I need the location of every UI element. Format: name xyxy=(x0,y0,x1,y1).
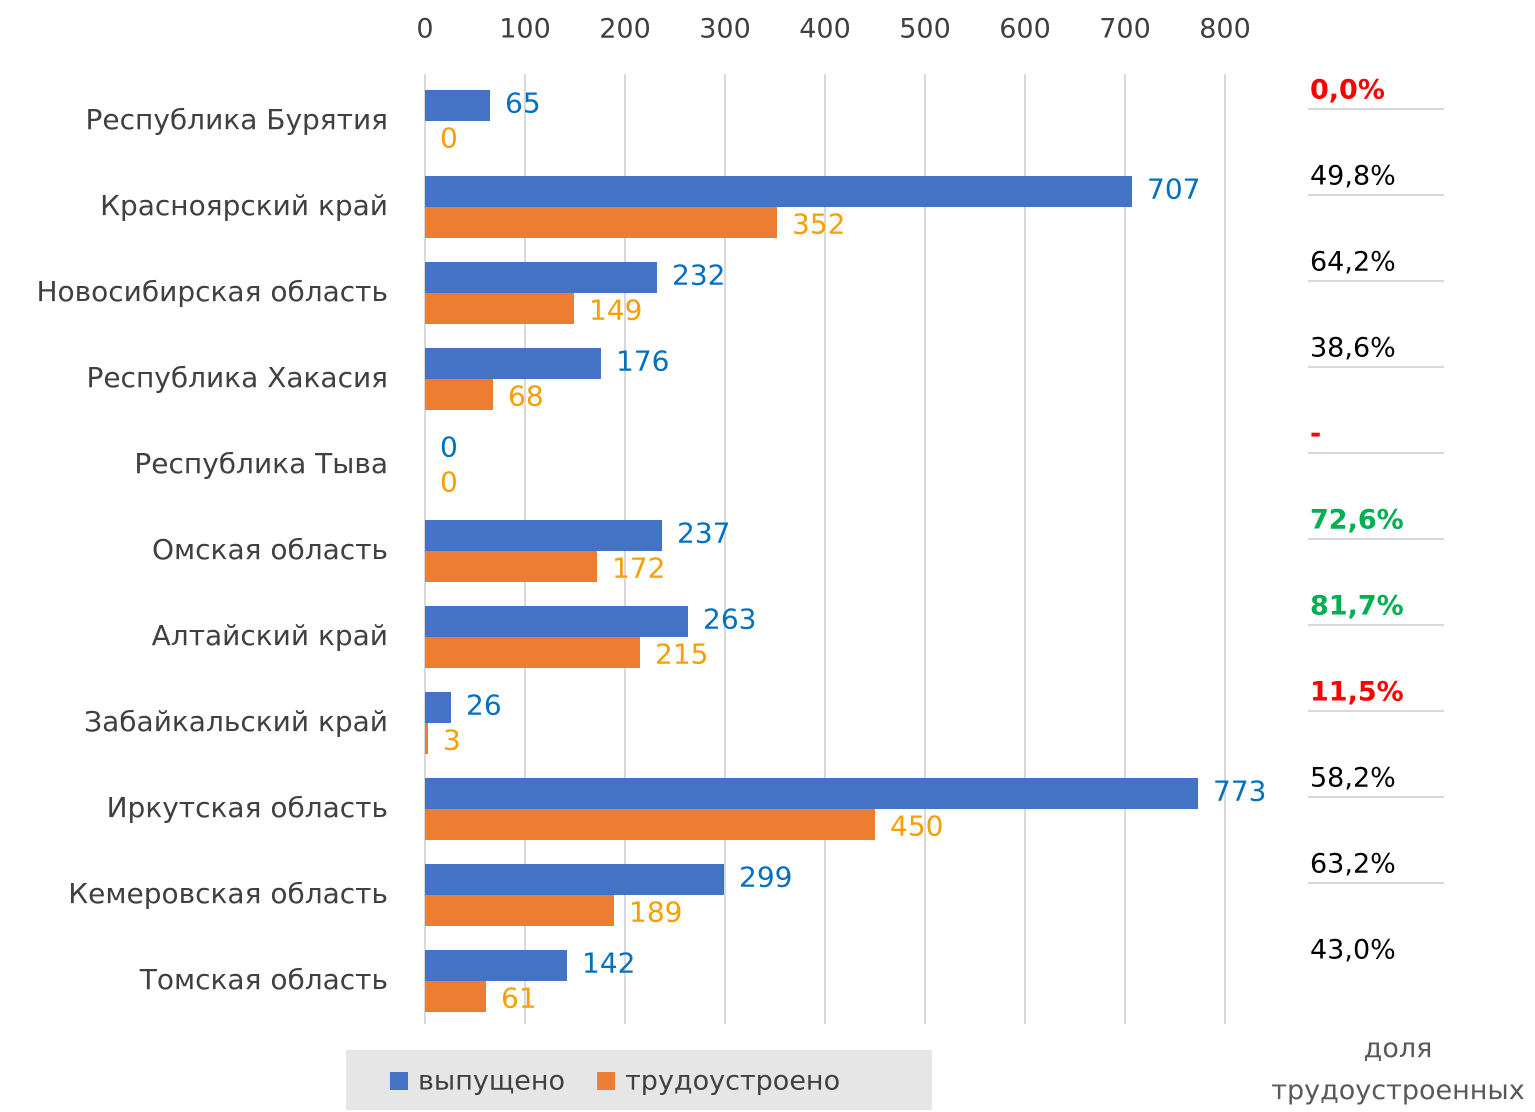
bar xyxy=(425,981,486,1012)
bar xyxy=(425,895,614,926)
y-tick-label: Иркутская область xyxy=(107,791,388,824)
x-tick-label: 500 xyxy=(899,14,951,45)
y-tick-label: Омская область xyxy=(152,533,388,566)
x-tick-label: 200 xyxy=(599,14,651,45)
bar xyxy=(425,379,493,410)
data-label: 68 xyxy=(508,380,544,413)
x-tick-label: 800 xyxy=(1199,14,1251,45)
bar xyxy=(425,950,567,981)
legend-swatch xyxy=(597,1072,616,1090)
share-label: 64,2% xyxy=(1310,247,1396,278)
bar xyxy=(425,692,451,723)
data-label: 0 xyxy=(440,431,458,464)
bar xyxy=(425,551,597,582)
data-label: 26 xyxy=(466,689,502,722)
share-label: 11,5% xyxy=(1310,677,1404,708)
legend-swatch xyxy=(390,1072,408,1090)
bar xyxy=(425,864,724,895)
data-label: 773 xyxy=(1213,775,1266,808)
data-label: 263 xyxy=(703,603,756,636)
bar xyxy=(425,809,875,840)
data-label: 149 xyxy=(589,294,642,327)
y-tick-label: Томская область xyxy=(139,963,388,996)
bar xyxy=(425,176,1132,207)
x-tick-label: 600 xyxy=(999,14,1051,45)
data-label: 299 xyxy=(739,861,792,894)
data-label: 142 xyxy=(582,947,635,980)
x-tick-label: 700 xyxy=(1099,14,1151,45)
data-label: 3 xyxy=(443,724,461,757)
y-tick-label: Республика Тыва xyxy=(134,447,388,480)
data-label: 237 xyxy=(677,517,730,550)
share-label: 58,2% xyxy=(1310,763,1396,794)
bar xyxy=(425,723,428,754)
y-tick-label: Республика Хакасия xyxy=(86,361,388,394)
data-label: 61 xyxy=(501,982,537,1015)
data-label: 176 xyxy=(616,345,669,378)
bar xyxy=(425,778,1198,809)
x-tick-label: 300 xyxy=(699,14,751,45)
share-label: 43,0% xyxy=(1310,935,1396,966)
y-tick-label: Алтайский край xyxy=(152,619,388,652)
share-title: доля трудоустроенных xyxy=(1271,1033,1525,1106)
y-tick-label: Красноярский край xyxy=(100,189,388,222)
share-label: 63,2% xyxy=(1310,849,1396,880)
data-label: 707 xyxy=(1147,173,1200,206)
data-label: 352 xyxy=(792,208,845,241)
y-tick-label: Забайкальский край xyxy=(84,705,388,738)
bar xyxy=(425,637,640,668)
share-label: 72,6% xyxy=(1310,505,1404,536)
bar xyxy=(425,90,490,121)
data-label: 215 xyxy=(655,638,708,671)
bar xyxy=(425,207,777,238)
data-label: 0 xyxy=(440,466,458,499)
share-label: 81,7% xyxy=(1310,591,1404,622)
x-tick-label: 100 xyxy=(499,14,551,45)
share-label: 49,8% xyxy=(1310,161,1396,192)
bar xyxy=(425,262,657,293)
x-tick-label: 0 xyxy=(416,14,433,45)
legend-label: трудоустроено xyxy=(625,1066,840,1097)
data-label: 232 xyxy=(672,259,725,292)
legend-box xyxy=(346,1050,932,1110)
share-label: 38,6% xyxy=(1310,333,1396,364)
legend-label: выпущено xyxy=(418,1066,565,1097)
bar xyxy=(425,520,662,551)
data-label: 65 xyxy=(505,87,541,120)
data-label: 0 xyxy=(440,122,458,155)
share-label: 0,0% xyxy=(1310,75,1385,106)
data-label: 189 xyxy=(629,896,682,929)
bar xyxy=(425,606,688,637)
y-tick-label: Кемеровская область xyxy=(68,877,388,910)
x-tick-label: 400 xyxy=(799,14,851,45)
data-label: 450 xyxy=(890,810,943,843)
share-label: - xyxy=(1310,419,1321,450)
data-label: 172 xyxy=(612,552,665,585)
y-tick-label: Республика Бурятия xyxy=(86,103,388,136)
y-tick-label: Новосибирская область xyxy=(36,275,388,308)
bar xyxy=(425,348,601,379)
bar xyxy=(425,293,574,324)
